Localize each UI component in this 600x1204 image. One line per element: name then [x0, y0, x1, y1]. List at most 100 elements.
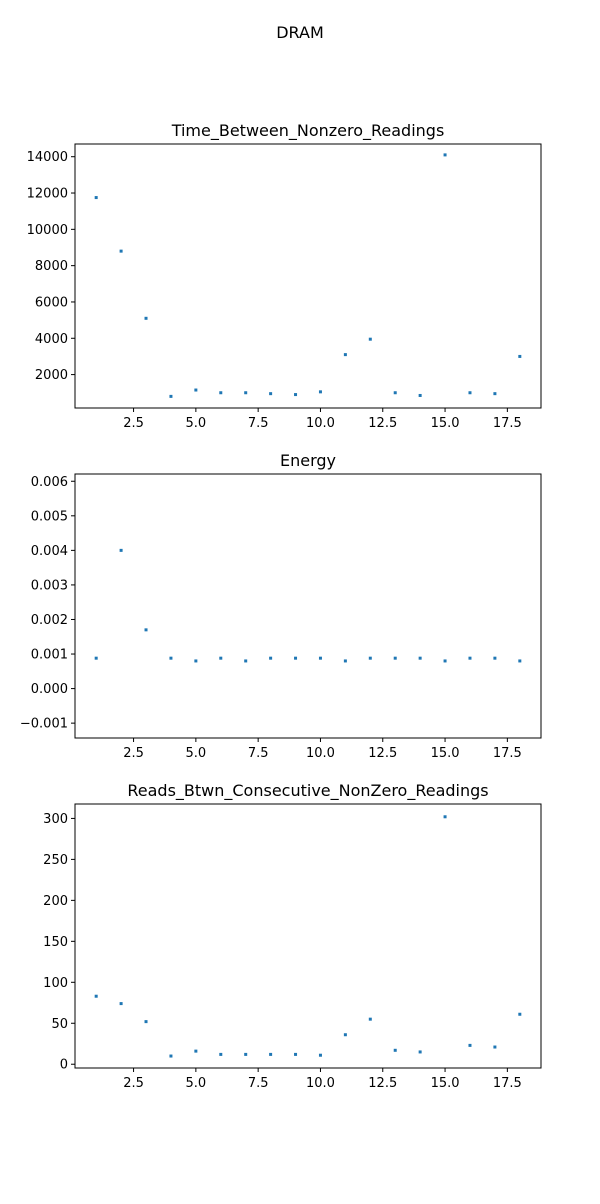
x-tick-label: 7.5 — [248, 1076, 269, 1091]
data-point — [94, 196, 98, 200]
y-tick-label: 4000 — [35, 332, 68, 347]
y-tick-label: 0.002 — [31, 613, 68, 628]
data-point — [368, 656, 372, 660]
data-point — [294, 393, 298, 397]
x-tick-label: 10.0 — [306, 416, 335, 431]
data-point — [468, 656, 472, 660]
x-tick-label: 2.5 — [123, 416, 144, 431]
data-point — [418, 656, 422, 660]
panels: Time_Between_Nonzero_Readings 2.5 5.0 7.5 10… — [20, 121, 542, 1091]
y-tick-label: 0.004 — [31, 544, 68, 559]
data-point — [443, 659, 447, 663]
chart-panel-3: Reads_Btwn_Consecutive_NonZero_Readings 2… — [43, 781, 542, 1091]
x-tick-label: 10.0 — [306, 1076, 335, 1091]
figure-suptitle: DRAM — [276, 23, 324, 42]
data-point — [194, 659, 198, 663]
y-tick-label: 50 — [51, 1017, 68, 1032]
y-tick-label: 0.006 — [31, 475, 68, 490]
y-tick-label: 10000 — [27, 223, 68, 238]
data-point — [169, 1054, 173, 1058]
y-tick-label: 200 — [43, 894, 68, 909]
y-tick-label: 0.000 — [31, 682, 68, 697]
data-point — [393, 1048, 397, 1052]
data-point — [94, 656, 98, 660]
data-point — [144, 1020, 148, 1024]
data-point — [518, 659, 522, 663]
data-point — [194, 1049, 198, 1053]
y-tick-label: 300 — [43, 812, 68, 827]
data-point — [368, 337, 372, 341]
x-tick-label: 10.0 — [306, 746, 335, 761]
data-point — [393, 391, 397, 395]
data-point — [368, 1017, 372, 1021]
data-point — [144, 316, 148, 320]
x-tick-label: 17.5 — [493, 416, 522, 431]
data-point — [493, 392, 497, 396]
data-point — [244, 1052, 248, 1056]
data-point — [468, 1043, 472, 1047]
data-point — [119, 548, 123, 552]
data-point — [294, 1052, 298, 1056]
x-tick-label: 7.5 — [248, 416, 269, 431]
data-point — [169, 394, 173, 398]
chart-panel-2: Energy 2.5 5.0 7.5 10.0 12.5 15.0 17.5 −0.001 0.0… — [20, 451, 542, 761]
data-point — [518, 354, 522, 358]
y-tick-label: 12000 — [27, 187, 68, 202]
data-point — [94, 994, 98, 998]
data-point — [269, 656, 273, 660]
axes-frame — [74, 803, 542, 1069]
y-tick-label: 150 — [43, 935, 68, 950]
data-point — [219, 656, 223, 660]
x-tick-label: 17.5 — [493, 1076, 522, 1091]
data-point — [468, 391, 472, 395]
data-point — [518, 1012, 522, 1016]
x-tick-label: 2.5 — [123, 746, 144, 761]
data-point — [418, 393, 422, 397]
data-point — [144, 628, 148, 632]
y-tick-label: 0.001 — [31, 648, 68, 663]
x-tick-label: 5.0 — [186, 746, 207, 761]
x-tick-label: 2.5 — [123, 1076, 144, 1091]
x-tick-label: 12.5 — [368, 1076, 397, 1091]
y-tick-label: 100 — [43, 976, 68, 991]
data-point — [343, 1033, 347, 1037]
y-tick-label: 2000 — [35, 368, 68, 383]
y-tick-label: 0.005 — [31, 509, 68, 524]
data-point — [318, 1053, 322, 1057]
data-point — [418, 1050, 422, 1054]
data-point — [443, 815, 447, 819]
x-tick-label: 7.5 — [248, 746, 269, 761]
x-tick-label: 5.0 — [186, 1076, 207, 1091]
chart-title: Energy — [280, 451, 336, 470]
data-point — [169, 656, 173, 660]
data-point — [493, 656, 497, 660]
data-point — [119, 1002, 123, 1006]
x-tick-label: 15.0 — [431, 1076, 460, 1091]
x-tick-label: 12.5 — [368, 416, 397, 431]
data-point — [294, 656, 298, 660]
data-point — [219, 1052, 223, 1056]
y-tick-label: 8000 — [35, 259, 68, 274]
data-point — [119, 249, 123, 253]
chart-panel-1: Time_Between_Nonzero_Readings 2.5 5.0 7.5 10… — [27, 121, 542, 431]
y-tick-label: 0 — [60, 1058, 68, 1073]
chart-title: Time_Between_Nonzero_Readings — [171, 121, 445, 141]
data-point — [343, 659, 347, 663]
data-point — [194, 388, 198, 392]
data-point — [343, 353, 347, 357]
x-tick-label: 5.0 — [186, 416, 207, 431]
x-tick-label: 12.5 — [368, 746, 397, 761]
data-point — [393, 656, 397, 660]
y-tick-label: 6000 — [35, 295, 68, 310]
data-point — [244, 391, 248, 395]
x-tick-label: 15.0 — [431, 416, 460, 431]
y-tick-label: 250 — [43, 853, 68, 868]
axes-frame — [74, 143, 542, 409]
y-tick-label: −0.001 — [20, 717, 68, 732]
data-point — [244, 659, 248, 663]
data-point — [318, 390, 322, 394]
x-tick-label: 15.0 — [431, 746, 460, 761]
y-tick-label: 14000 — [27, 150, 68, 165]
